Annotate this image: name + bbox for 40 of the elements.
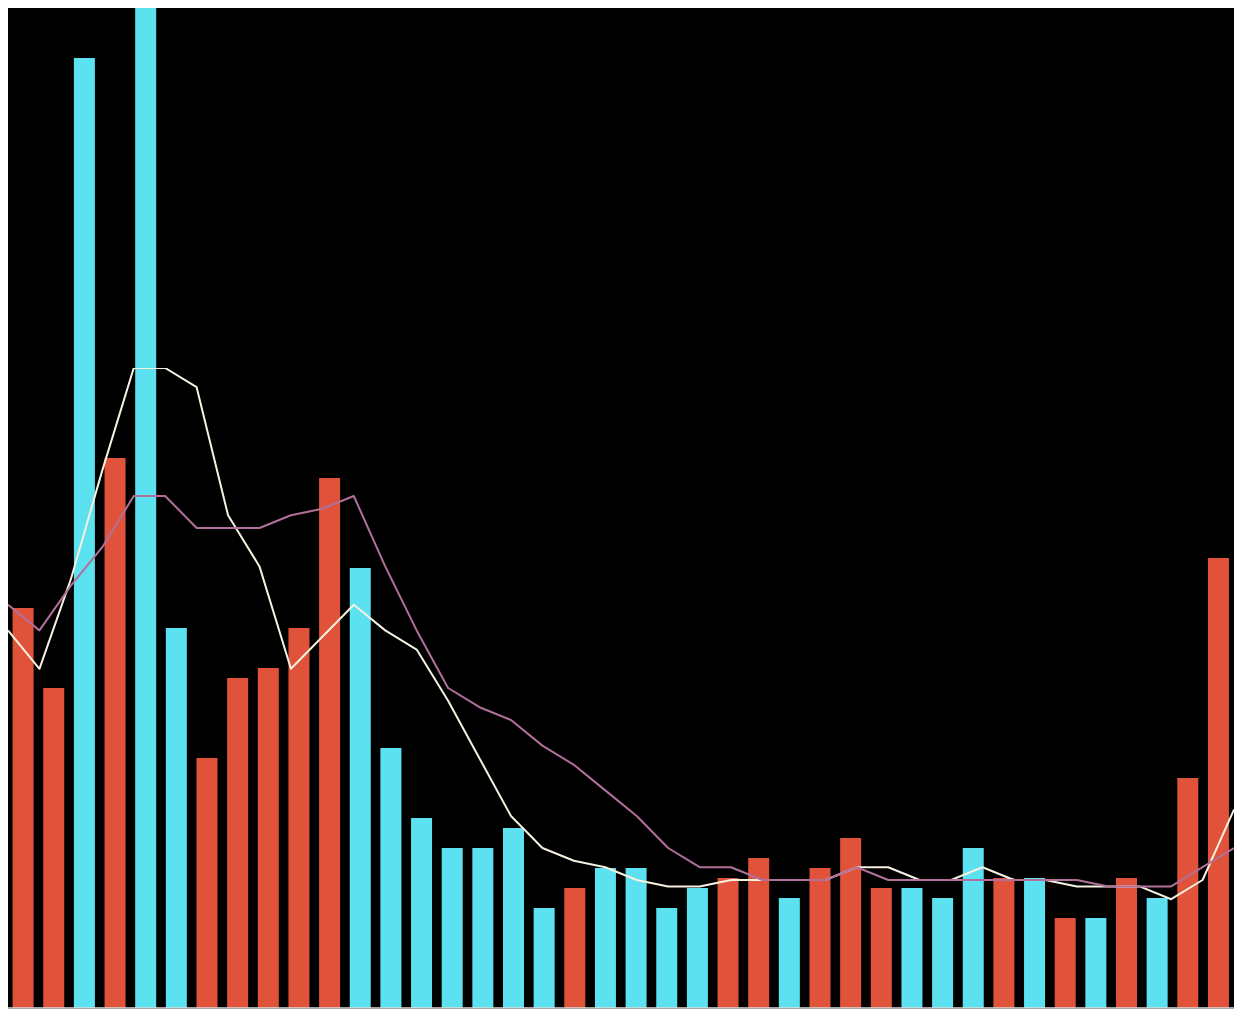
bar bbox=[503, 828, 524, 1008]
bar bbox=[778, 898, 800, 1008]
bar bbox=[594, 868, 616, 1008]
bar bbox=[12, 608, 34, 1008]
bar bbox=[227, 678, 249, 1008]
bar bbox=[319, 478, 341, 1008]
bar bbox=[411, 818, 433, 1008]
bar bbox=[1207, 558, 1229, 1008]
bar bbox=[1054, 918, 1076, 1008]
bar bbox=[840, 838, 862, 1008]
bar bbox=[962, 848, 984, 1008]
bar bbox=[686, 888, 708, 1008]
bar bbox=[748, 858, 770, 1008]
bar bbox=[135, 8, 157, 1008]
bar bbox=[564, 888, 586, 1008]
bar bbox=[472, 848, 494, 1008]
bar bbox=[441, 848, 463, 1008]
bar bbox=[809, 868, 831, 1008]
bar bbox=[73, 58, 95, 1008]
bar bbox=[1085, 918, 1107, 1008]
bar bbox=[1024, 878, 1046, 1008]
bar bbox=[993, 878, 1015, 1008]
bar bbox=[288, 628, 310, 1008]
bar bbox=[349, 568, 371, 1008]
bar bbox=[165, 628, 187, 1008]
bar bbox=[656, 908, 678, 1008]
bar bbox=[380, 748, 402, 1008]
bar bbox=[625, 868, 647, 1008]
bar bbox=[870, 888, 892, 1008]
bar bbox=[932, 898, 954, 1008]
bar bbox=[196, 758, 218, 1008]
bar bbox=[257, 668, 279, 1008]
bar bbox=[104, 458, 126, 1008]
bar bbox=[1146, 898, 1168, 1008]
bar bbox=[901, 888, 923, 1008]
bar bbox=[1116, 878, 1137, 1008]
bar bbox=[717, 878, 739, 1008]
bar bbox=[533, 908, 555, 1008]
bar bbox=[1177, 778, 1199, 1008]
bar bbox=[43, 688, 65, 1008]
